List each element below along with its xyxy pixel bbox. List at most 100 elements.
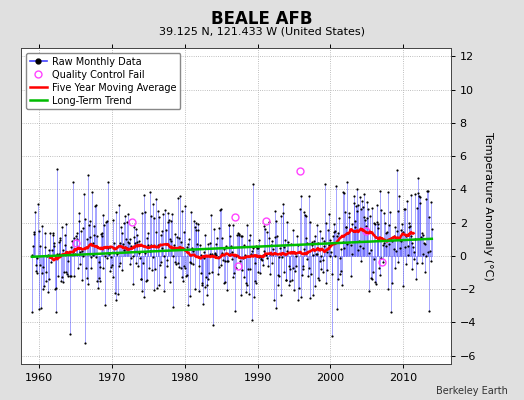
Point	[344, 214, 353, 220]
Point	[48, 230, 57, 236]
Point	[266, 270, 275, 277]
Point	[126, 261, 134, 267]
Point	[370, 221, 379, 228]
Point	[419, 250, 427, 257]
Point	[147, 242, 156, 248]
Point	[309, 252, 318, 258]
Point	[80, 190, 88, 197]
Point	[29, 228, 38, 235]
Point	[78, 277, 86, 284]
Point	[412, 260, 421, 266]
Point	[239, 242, 248, 248]
Point	[56, 235, 64, 241]
Point	[128, 281, 137, 287]
Point	[299, 262, 308, 269]
Point	[70, 273, 79, 280]
Point	[339, 238, 347, 245]
Point	[389, 246, 398, 252]
Point	[158, 245, 167, 251]
Point	[374, 224, 383, 231]
Point	[77, 228, 85, 235]
Point	[409, 243, 417, 250]
Point	[365, 250, 373, 256]
Point	[374, 221, 382, 228]
Point	[64, 258, 72, 264]
Point	[139, 192, 148, 198]
Point	[181, 265, 190, 271]
Point	[113, 251, 121, 258]
Point	[275, 253, 283, 260]
Point	[217, 262, 225, 268]
Point	[293, 232, 301, 239]
Point	[395, 193, 403, 200]
Point	[163, 257, 171, 263]
Point	[318, 235, 326, 242]
Point	[342, 223, 351, 230]
Point	[146, 248, 154, 254]
Point	[235, 232, 243, 238]
Point	[35, 227, 43, 234]
Point	[140, 294, 148, 300]
Point	[335, 255, 344, 261]
Point	[366, 213, 374, 220]
Point	[112, 209, 120, 216]
Point	[367, 247, 375, 253]
Point	[114, 202, 123, 208]
Point	[160, 207, 169, 213]
Point	[159, 211, 167, 217]
Point	[375, 265, 383, 271]
Point	[113, 244, 122, 250]
Point	[371, 279, 379, 286]
Point	[358, 204, 367, 210]
Point	[266, 250, 274, 257]
Point	[354, 202, 363, 209]
Point	[390, 224, 399, 230]
Point	[339, 188, 347, 195]
Point	[100, 222, 108, 229]
Point	[324, 227, 332, 233]
Point	[119, 240, 127, 247]
Point	[154, 242, 162, 248]
Point	[192, 220, 201, 226]
Point	[423, 248, 432, 255]
Point	[205, 270, 213, 276]
Point	[422, 196, 430, 203]
Point	[220, 280, 228, 287]
Point	[424, 188, 432, 194]
Point	[239, 255, 247, 262]
Point	[58, 274, 66, 281]
Point	[349, 228, 357, 234]
Point	[133, 239, 141, 245]
Point	[60, 268, 68, 275]
Point	[66, 330, 74, 337]
Point	[184, 240, 193, 247]
Point	[216, 206, 225, 212]
Point	[381, 229, 390, 236]
Point	[403, 198, 411, 204]
Point	[321, 280, 330, 286]
Point	[294, 296, 302, 303]
Point	[28, 308, 37, 315]
Point	[328, 333, 336, 340]
Point	[207, 212, 215, 218]
Point	[329, 233, 337, 239]
Point	[335, 214, 343, 221]
Point	[142, 278, 150, 284]
Point	[384, 286, 392, 292]
Point	[311, 283, 319, 290]
Point	[411, 236, 419, 243]
Point	[346, 227, 354, 234]
Point	[297, 193, 305, 199]
Point	[418, 260, 427, 266]
Point	[424, 214, 433, 220]
Point	[394, 208, 402, 214]
Point	[361, 217, 369, 223]
Point	[256, 255, 265, 262]
Point	[359, 214, 368, 220]
Point	[373, 202, 381, 209]
Point	[243, 282, 251, 288]
Point	[353, 185, 362, 192]
Point	[203, 282, 212, 288]
Point	[68, 249, 77, 256]
Point	[111, 290, 119, 297]
